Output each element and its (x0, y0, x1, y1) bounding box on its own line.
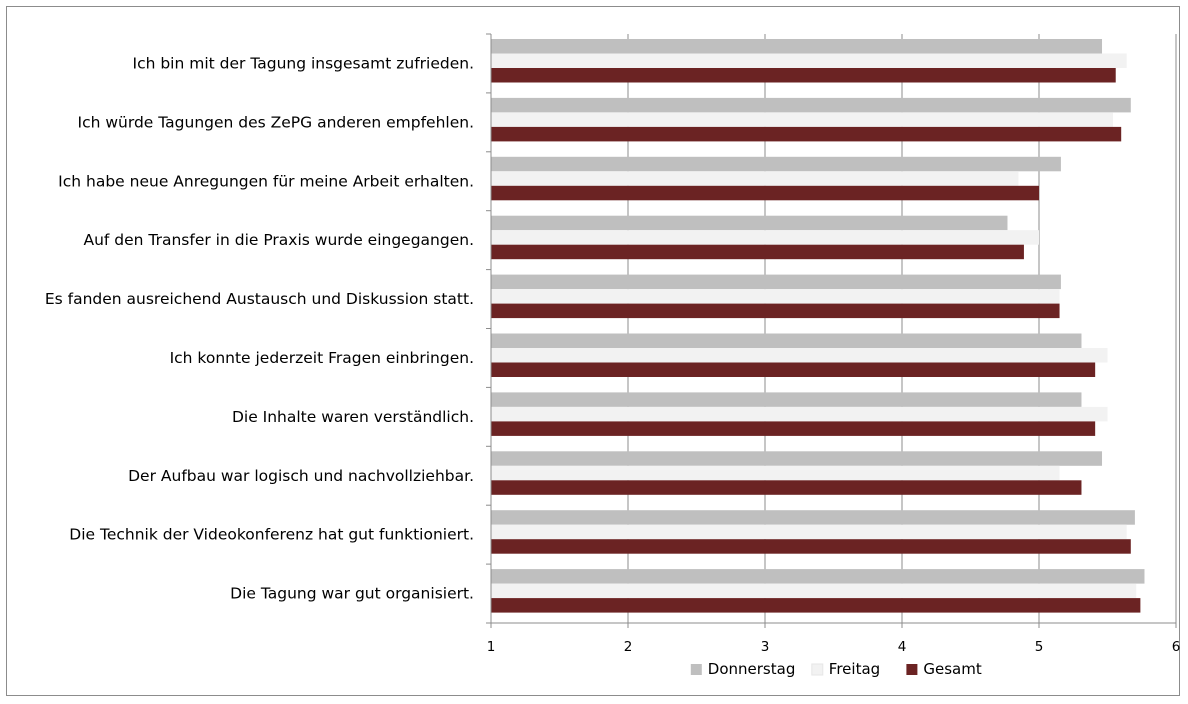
bar-freitag-6 (491, 348, 1108, 363)
bar-gesamt-6 (491, 362, 1096, 377)
bar-donnerstag-7 (491, 392, 1082, 407)
category-label-6: Ich konnte jederzeit Fragen einbringen. (170, 349, 474, 367)
bar-freitag-3 (491, 171, 1019, 186)
bar-freitag-7 (491, 406, 1108, 422)
bar-donnerstag-2 (491, 97, 1131, 113)
bar-freitag-5 (491, 289, 1060, 304)
legend-label-donnerstag: Donnerstag (708, 660, 796, 678)
legend-label-freitag: Freitag (829, 660, 880, 678)
bar-freitag-2 (491, 112, 1113, 127)
bar-gesamt-1 (491, 68, 1116, 83)
category-label-9: Die Technik der Videokonferenz hat gut f… (69, 526, 474, 544)
x-tick-label-3: 3 (761, 639, 770, 655)
bar-freitag-4 (491, 230, 1039, 245)
bar-donnerstag-8 (491, 451, 1103, 466)
bar-donnerstag-4 (491, 215, 1008, 231)
category-label-10: Die Tagung war gut organisiert. (230, 585, 474, 603)
bar-freitag-10 (491, 583, 1137, 599)
bar-gesamt-3 (491, 185, 1039, 201)
bar-gesamt-2 (491, 126, 1122, 142)
category-label-1: Ich bin mit der Tagung insgesamt zufried… (133, 54, 475, 72)
bar-gesamt-7 (491, 421, 1096, 436)
x-tick-label-6: 6 (1172, 639, 1181, 655)
bar-donnerstag-9 (491, 510, 1135, 525)
bar-freitag-8 (491, 465, 1060, 481)
category-label-4: Auf den Transfer in die Praxis wurde ein… (83, 231, 474, 249)
category-label-2: Ich würde Tagungen des ZePG anderen empf… (78, 113, 474, 131)
bar-donnerstag-10 (491, 569, 1145, 584)
bar-freitag-1 (491, 53, 1127, 68)
category-label-7: Die Inhalte waren verständlich. (232, 408, 474, 426)
legend-label-gesamt: Gesamt (923, 660, 981, 678)
x-tick-label-4: 4 (898, 639, 907, 655)
bar-donnerstag-3 (491, 156, 1061, 172)
bar-donnerstag-6 (491, 333, 1082, 348)
bar-donnerstag-5 (491, 274, 1061, 290)
x-tick-label-5: 5 (1035, 639, 1044, 655)
bar-freitag-9 (491, 524, 1127, 540)
bar-gesamt-4 (491, 244, 1024, 260)
category-label-3: Ich habe neue Anregungen für meine Arbei… (58, 172, 474, 190)
bar-gesamt-5 (491, 303, 1060, 319)
x-tick-label-2: 2 (624, 639, 633, 655)
x-tick-label-1: 1 (487, 639, 496, 655)
bar-gesamt-10 (491, 598, 1141, 613)
legend-swatch-gesamt (906, 664, 918, 675)
legend-swatch-donnerstag (690, 664, 702, 675)
bar-gesamt-9 (491, 539, 1131, 554)
bar-donnerstag-1 (491, 39, 1103, 54)
bar-gesamt-8 (491, 480, 1082, 495)
category-label-5: Es fanden ausreichend Austausch und Disk… (45, 290, 474, 308)
legend-swatch-freitag (811, 663, 824, 676)
category-label-8: Der Aufbau war logisch und nachvollziehb… (128, 467, 474, 485)
